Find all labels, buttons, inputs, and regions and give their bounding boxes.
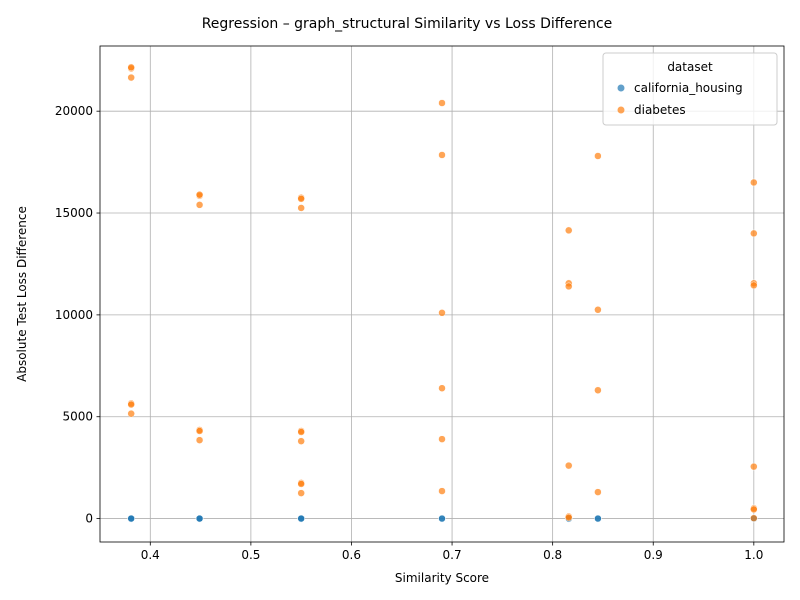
data-point <box>564 513 573 522</box>
x-tick-label: 0.4 <box>141 548 160 562</box>
series-california-housing <box>127 514 758 523</box>
data-point <box>750 281 758 290</box>
x-tick-label: 0.9 <box>644 548 663 562</box>
data-points <box>127 63 758 523</box>
x-tick-label: 0.8 <box>543 548 562 562</box>
data-point <box>297 204 305 212</box>
data-point <box>438 99 446 107</box>
data-point <box>438 514 446 523</box>
data-point <box>750 462 758 471</box>
x-tick-label: 0.5 <box>241 548 260 562</box>
y-tick-label: 0 <box>85 512 93 526</box>
data-point <box>438 151 446 159</box>
x-axis-label: Similarity Score <box>395 571 489 585</box>
legend-label-diabetes: diabetes <box>634 103 686 117</box>
data-point <box>594 386 602 394</box>
data-point <box>127 73 135 82</box>
data-point <box>127 409 135 418</box>
data-point <box>564 282 573 291</box>
y-tick-label: 20000 <box>55 104 93 118</box>
data-point <box>195 436 204 444</box>
legend-title: dataset <box>667 60 713 74</box>
y-tick-label: 10000 <box>55 308 93 322</box>
data-point <box>127 63 135 72</box>
data-point <box>195 201 204 209</box>
data-point <box>750 514 758 522</box>
data-point <box>594 488 602 496</box>
y-axis-label: Absolute Test Loss Difference <box>15 206 29 382</box>
data-point <box>297 489 305 497</box>
data-point <box>594 152 602 160</box>
data-point <box>750 229 758 238</box>
data-point <box>438 384 446 392</box>
data-point <box>564 226 573 235</box>
data-point <box>750 178 758 187</box>
series-diabetes <box>127 63 758 522</box>
legend-marker-diabetes <box>617 106 625 114</box>
data-point <box>127 400 135 409</box>
data-point <box>297 514 305 523</box>
data-point <box>750 505 758 514</box>
plot-frame <box>99 45 785 543</box>
data-point <box>594 514 602 523</box>
data-point <box>594 306 602 314</box>
x-tick-label: 0.7 <box>443 548 462 562</box>
chart-title: Regression – graph_structural Similarity… <box>202 16 613 32</box>
legend-marker-california-housing <box>617 84 625 92</box>
data-point <box>195 514 204 523</box>
data-point <box>564 461 573 470</box>
data-point <box>297 480 305 488</box>
data-point <box>297 195 305 203</box>
data-point <box>297 437 305 445</box>
data-point <box>438 487 446 495</box>
legend-box <box>602 52 778 126</box>
legend-label-california-housing: california_housing <box>634 81 743 95</box>
x-tick-label: 1.0 <box>744 548 763 562</box>
y-tick-label: 15000 <box>55 206 93 220</box>
data-point <box>195 427 204 435</box>
data-point <box>438 309 446 317</box>
x-axis-ticks: 0.4 0.5 0.6 0.7 0.8 0.9 1.0 <box>141 542 763 562</box>
data-point <box>438 435 446 443</box>
plot-area <box>100 46 784 542</box>
y-axis-ticks: 0 5000 10000 15000 20000 <box>55 104 100 526</box>
y-tick-label: 5000 <box>62 410 93 424</box>
data-point <box>127 514 135 523</box>
data-point <box>195 190 204 199</box>
legend: dataset california_housing diabetes <box>602 52 778 126</box>
x-tick-label: 0.6 <box>342 548 361 562</box>
data-point <box>297 428 305 436</box>
